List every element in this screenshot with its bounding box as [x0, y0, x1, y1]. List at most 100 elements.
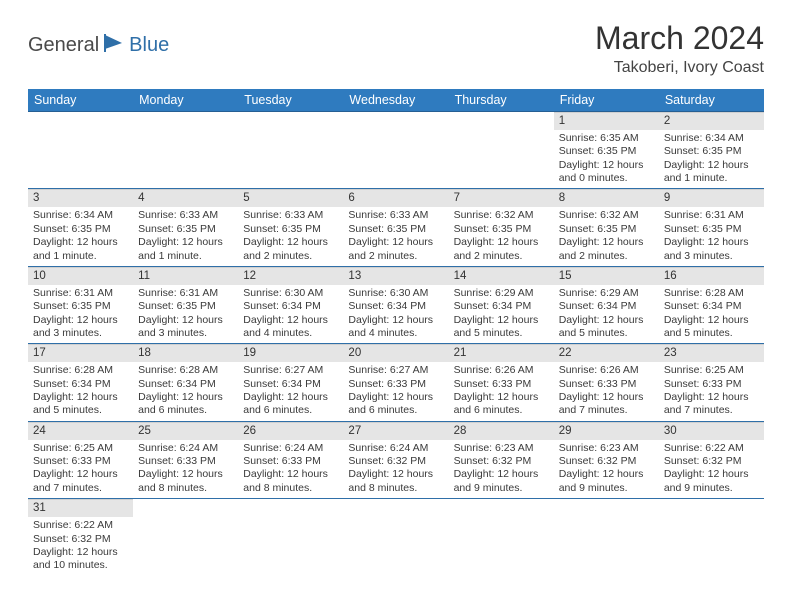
daylight-text: Daylight: 12 hours and 2 minutes.: [559, 236, 654, 263]
day-details: Sunrise: 6:34 AMSunset: 6:35 PMDaylight:…: [659, 130, 764, 189]
weekday-header: Monday: [133, 89, 238, 112]
calendar-day-cell: 9Sunrise: 6:31 AMSunset: 6:35 PMDaylight…: [659, 189, 764, 266]
sunset-text: Sunset: 6:34 PM: [559, 300, 654, 313]
daylight-text: Daylight: 12 hours and 6 minutes.: [454, 391, 549, 418]
sunrise-text: Sunrise: 6:28 AM: [664, 287, 759, 300]
sunrise-text: Sunrise: 6:26 AM: [454, 364, 549, 377]
day-number: 29: [554, 422, 659, 440]
calendar-day-cell: [238, 499, 343, 576]
sunset-text: Sunset: 6:35 PM: [138, 300, 233, 313]
sunrise-text: Sunrise: 6:24 AM: [138, 442, 233, 455]
sunrise-text: Sunrise: 6:34 AM: [33, 209, 128, 222]
day-number: 23: [659, 344, 764, 362]
calendar-day-cell: 11Sunrise: 6:31 AMSunset: 6:35 PMDayligh…: [133, 266, 238, 343]
day-number: 15: [554, 267, 659, 285]
weekday-header: Saturday: [659, 89, 764, 112]
calendar-day-cell: 10Sunrise: 6:31 AMSunset: 6:35 PMDayligh…: [28, 266, 133, 343]
day-details: Sunrise: 6:32 AMSunset: 6:35 PMDaylight:…: [449, 207, 554, 266]
day-number: 9: [659, 189, 764, 207]
day-details: Sunrise: 6:28 AMSunset: 6:34 PMDaylight:…: [133, 362, 238, 421]
calendar-day-cell: [554, 499, 659, 576]
day-number: 2: [659, 112, 764, 130]
logo-text-blue: Blue: [129, 34, 169, 57]
page-header: General Blue March 2024 Takoberi, Ivory …: [28, 20, 764, 77]
daylight-text: Daylight: 12 hours and 2 minutes.: [243, 236, 338, 263]
daylight-text: Daylight: 12 hours and 3 minutes.: [664, 236, 759, 263]
day-details: Sunrise: 6:31 AMSunset: 6:35 PMDaylight:…: [28, 285, 133, 344]
sunset-text: Sunset: 6:32 PM: [33, 533, 128, 546]
daylight-text: Daylight: 12 hours and 9 minutes.: [454, 468, 549, 495]
sunset-text: Sunset: 6:32 PM: [664, 455, 759, 468]
day-details: Sunrise: 6:33 AMSunset: 6:35 PMDaylight:…: [343, 207, 448, 266]
day-details: Sunrise: 6:29 AMSunset: 6:34 PMDaylight:…: [554, 285, 659, 344]
sunrise-text: Sunrise: 6:34 AM: [664, 132, 759, 145]
sunset-text: Sunset: 6:33 PM: [559, 378, 654, 391]
sunrise-text: Sunrise: 6:22 AM: [33, 519, 128, 532]
calendar-day-cell: 26Sunrise: 6:24 AMSunset: 6:33 PMDayligh…: [238, 421, 343, 498]
daylight-text: Daylight: 12 hours and 8 minutes.: [138, 468, 233, 495]
sunrise-text: Sunrise: 6:23 AM: [559, 442, 654, 455]
sunrise-text: Sunrise: 6:30 AM: [243, 287, 338, 300]
sunset-text: Sunset: 6:35 PM: [348, 223, 443, 236]
day-details: Sunrise: 6:34 AMSunset: 6:35 PMDaylight:…: [28, 207, 133, 266]
calendar-week-row: 31Sunrise: 6:22 AMSunset: 6:32 PMDayligh…: [28, 499, 764, 576]
day-number: 3: [28, 189, 133, 207]
calendar-day-cell: 4Sunrise: 6:33 AMSunset: 6:35 PMDaylight…: [133, 189, 238, 266]
sunrise-text: Sunrise: 6:25 AM: [33, 442, 128, 455]
sunset-text: Sunset: 6:34 PM: [243, 378, 338, 391]
sunset-text: Sunset: 6:35 PM: [243, 223, 338, 236]
sunset-text: Sunset: 6:35 PM: [559, 223, 654, 236]
day-number: 28: [449, 422, 554, 440]
calendar-day-cell: 31Sunrise: 6:22 AMSunset: 6:32 PMDayligh…: [28, 499, 133, 576]
sunset-text: Sunset: 6:34 PM: [348, 300, 443, 313]
page-title: March 2024: [595, 20, 764, 57]
daylight-text: Daylight: 12 hours and 5 minutes.: [664, 314, 759, 341]
day-details: Sunrise: 6:22 AMSunset: 6:32 PMDaylight:…: [28, 517, 133, 576]
day-details: Sunrise: 6:30 AMSunset: 6:34 PMDaylight:…: [238, 285, 343, 344]
daylight-text: Daylight: 12 hours and 5 minutes.: [454, 314, 549, 341]
day-number: 26: [238, 422, 343, 440]
page-subtitle: Takoberi, Ivory Coast: [595, 59, 764, 77]
sunrise-text: Sunrise: 6:28 AM: [138, 364, 233, 377]
sunset-text: Sunset: 6:35 PM: [454, 223, 549, 236]
daylight-text: Daylight: 12 hours and 10 minutes.: [33, 546, 128, 573]
sunset-text: Sunset: 6:34 PM: [454, 300, 549, 313]
sunset-text: Sunset: 6:33 PM: [243, 455, 338, 468]
day-number: 18: [133, 344, 238, 362]
calendar-week-row: 10Sunrise: 6:31 AMSunset: 6:35 PMDayligh…: [28, 266, 764, 343]
sunset-text: Sunset: 6:35 PM: [559, 145, 654, 158]
sunrise-text: Sunrise: 6:26 AM: [559, 364, 654, 377]
day-number: 11: [133, 267, 238, 285]
sunset-text: Sunset: 6:34 PM: [33, 378, 128, 391]
calendar-day-cell: 25Sunrise: 6:24 AMSunset: 6:33 PMDayligh…: [133, 421, 238, 498]
calendar-day-cell: [133, 499, 238, 576]
calendar-day-cell: 1Sunrise: 6:35 AMSunset: 6:35 PMDaylight…: [554, 112, 659, 189]
calendar-day-cell: 6Sunrise: 6:33 AMSunset: 6:35 PMDaylight…: [343, 189, 448, 266]
flag-icon: [104, 34, 126, 57]
calendar-day-cell: 24Sunrise: 6:25 AMSunset: 6:33 PMDayligh…: [28, 421, 133, 498]
sunset-text: Sunset: 6:32 PM: [348, 455, 443, 468]
day-number: 22: [554, 344, 659, 362]
calendar-day-cell: 5Sunrise: 6:33 AMSunset: 6:35 PMDaylight…: [238, 189, 343, 266]
day-number: 19: [238, 344, 343, 362]
calendar-week-row: 3Sunrise: 6:34 AMSunset: 6:35 PMDaylight…: [28, 189, 764, 266]
daylight-text: Daylight: 12 hours and 9 minutes.: [664, 468, 759, 495]
daylight-text: Daylight: 12 hours and 3 minutes.: [138, 314, 233, 341]
day-number: 27: [343, 422, 448, 440]
sunset-text: Sunset: 6:33 PM: [33, 455, 128, 468]
daylight-text: Daylight: 12 hours and 1 minute.: [664, 159, 759, 186]
weekday-header: Wednesday: [343, 89, 448, 112]
day-details: Sunrise: 6:35 AMSunset: 6:35 PMDaylight:…: [554, 130, 659, 189]
day-number: 10: [28, 267, 133, 285]
day-number: 30: [659, 422, 764, 440]
sunset-text: Sunset: 6:35 PM: [33, 300, 128, 313]
sunrise-text: Sunrise: 6:30 AM: [348, 287, 443, 300]
weekday-header: Sunday: [28, 89, 133, 112]
calendar-day-cell: 13Sunrise: 6:30 AMSunset: 6:34 PMDayligh…: [343, 266, 448, 343]
calendar-day-cell: 8Sunrise: 6:32 AMSunset: 6:35 PMDaylight…: [554, 189, 659, 266]
calendar-day-cell: [449, 499, 554, 576]
day-number: 8: [554, 189, 659, 207]
calendar-day-cell: 30Sunrise: 6:22 AMSunset: 6:32 PMDayligh…: [659, 421, 764, 498]
sunset-text: Sunset: 6:34 PM: [664, 300, 759, 313]
calendar-day-cell: 19Sunrise: 6:27 AMSunset: 6:34 PMDayligh…: [238, 344, 343, 421]
